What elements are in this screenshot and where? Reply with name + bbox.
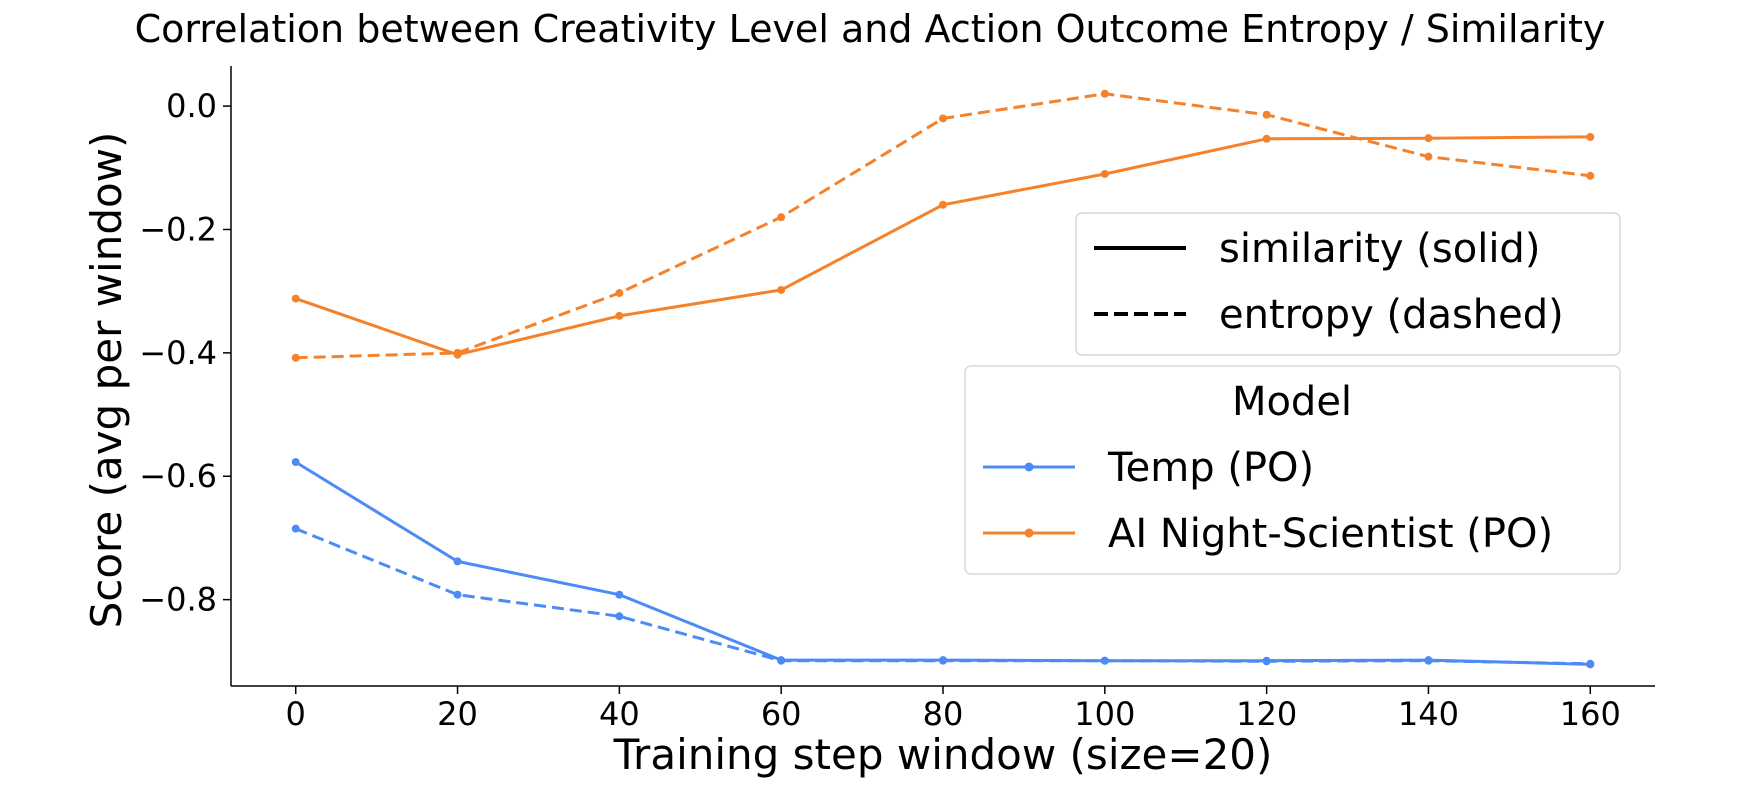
data-point-ai-night-scientist-similarity xyxy=(1586,132,1595,141)
x-tick-label: 100 xyxy=(1074,695,1135,733)
data-point-ai-night-scientist-entropy xyxy=(777,213,786,222)
y-tick-label: −0.8 xyxy=(139,581,217,619)
legend-ains-label: AI Night-Scientist (PO) xyxy=(1108,511,1553,557)
x-axis-title: Training step window (size=20) xyxy=(613,730,1273,779)
legend-ains-marker xyxy=(1024,528,1034,538)
data-point-temp-similarity xyxy=(453,557,462,566)
x-tick-label: 80 xyxy=(923,695,964,733)
data-point-temp-similarity xyxy=(291,458,300,467)
data-point-temp-entropy xyxy=(1262,657,1271,666)
model-legend: Model Temp (PO) AI Night-Scientist (PO) xyxy=(964,365,1621,575)
data-point-ai-night-scientist-entropy xyxy=(615,289,624,298)
x-tick-label: 140 xyxy=(1398,695,1459,733)
data-point-ai-night-scientist-similarity xyxy=(1262,134,1271,143)
data-point-ai-night-scientist-similarity xyxy=(1424,134,1433,143)
model-legend-title: Model xyxy=(1232,379,1352,425)
legend-similarity-label: similarity (solid) xyxy=(1219,226,1540,272)
x-tick-label: 60 xyxy=(761,695,802,733)
data-point-ai-night-scientist-entropy xyxy=(939,114,947,123)
model-legend-box xyxy=(964,365,1621,575)
y-tick-label: 0.0 xyxy=(166,87,217,125)
data-point-temp-entropy xyxy=(615,612,624,621)
data-point-ai-night-scientist-similarity xyxy=(939,200,947,209)
y-tick-label: −0.2 xyxy=(139,210,217,248)
series-points xyxy=(291,89,1595,669)
data-point-temp-entropy xyxy=(453,590,462,599)
data-point-temp-entropy xyxy=(1100,656,1109,665)
data-point-ai-night-scientist-entropy xyxy=(291,353,300,362)
style-legend-box xyxy=(1075,212,1621,356)
data-point-ai-night-scientist-entropy xyxy=(1262,110,1271,119)
data-point-ai-night-scientist-similarity xyxy=(291,294,300,303)
legend-temp-marker xyxy=(1024,462,1034,472)
data-point-temp-entropy xyxy=(1424,656,1433,665)
data-point-temp-entropy xyxy=(291,524,300,533)
data-point-ai-night-scientist-similarity xyxy=(777,285,786,294)
x-tick-label: 0 xyxy=(286,695,306,733)
data-point-ai-night-scientist-entropy xyxy=(1586,171,1595,180)
chart-title: Correlation between Creativity Level and… xyxy=(135,7,1606,51)
data-point-temp-entropy xyxy=(777,656,786,665)
data-point-ai-night-scientist-similarity xyxy=(1100,169,1109,178)
y-tick-label: −0.6 xyxy=(139,457,217,495)
x-tick-label: 40 xyxy=(599,695,640,733)
data-point-ai-night-scientist-entropy xyxy=(1424,152,1433,161)
data-point-temp-entropy xyxy=(1586,659,1595,668)
y-tick-label: −0.4 xyxy=(139,334,217,372)
ticks: 0 20 40 60 80 100 120 140 160 0.0 −0.2 −0.4 −0.6 −0.8 xyxy=(139,87,1621,733)
legend-entropy-label: entropy (dashed) xyxy=(1219,292,1564,338)
data-point-temp-similarity xyxy=(615,590,624,599)
x-tick-label: 120 xyxy=(1236,695,1297,733)
y-axis-title: Score (avg per window) xyxy=(82,132,131,629)
style-legend: similarity (solid) entropy (dashed) xyxy=(1075,212,1621,356)
data-point-temp-entropy xyxy=(939,656,947,665)
x-tick-label: 160 xyxy=(1560,695,1621,733)
data-point-ai-night-scientist-similarity xyxy=(615,311,624,320)
x-tick-label: 20 xyxy=(437,695,478,733)
legend-temp-label: Temp (PO) xyxy=(1107,445,1314,491)
data-point-ai-night-scientist-entropy xyxy=(453,348,462,357)
data-point-ai-night-scientist-entropy xyxy=(1100,89,1109,98)
